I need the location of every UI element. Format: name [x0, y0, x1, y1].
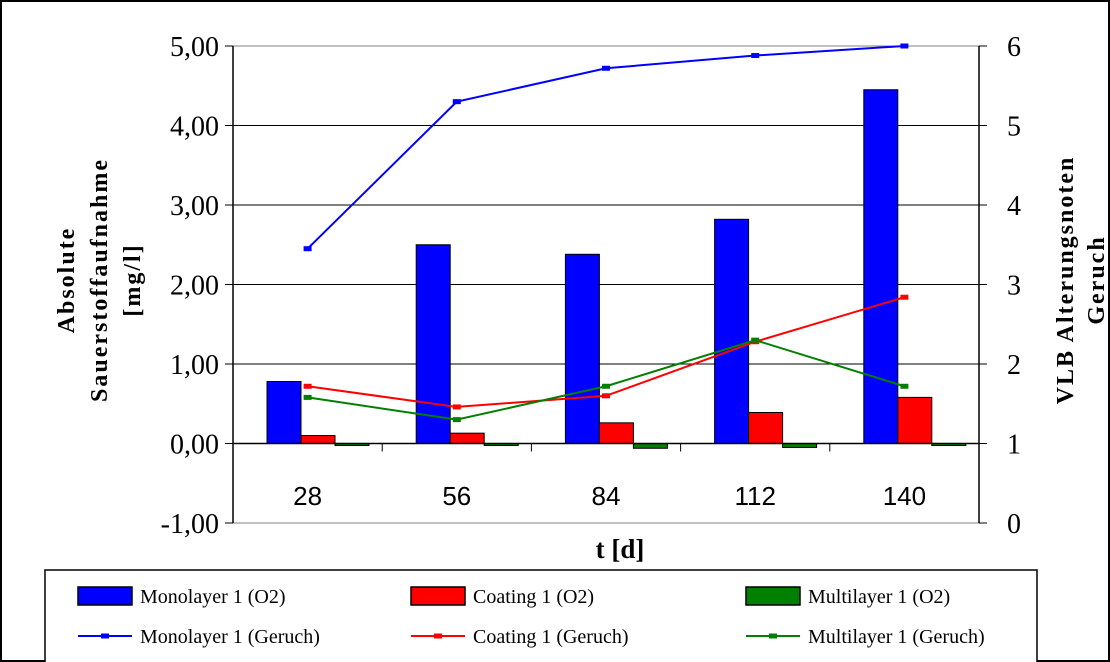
y-right-tick-label: 6 [1007, 32, 1021, 63]
bar [415, 244, 451, 444]
y-right-tick-label: 0 [1007, 509, 1021, 540]
bar [863, 89, 899, 444]
y-axis-title-left-line1: Absolute [54, 227, 80, 334]
y-right-tick-label: 5 [1007, 112, 1021, 143]
legend-marker [434, 633, 442, 639]
data-point-marker [900, 383, 909, 389]
axes [225, 45, 987, 524]
y-axis-title-right-line1: VLB Alterungsnoten [1053, 156, 1079, 405]
y-axis-title-left-line3: [mg/l] [120, 243, 146, 316]
x-tick-label: 84 [592, 481, 621, 511]
legend-entries: Monolayer 1 (O2) Coating 1 (O2) Multilayer… [77, 586, 985, 648]
x-tick-label: 112 [734, 481, 775, 511]
y-left-tick-label: 5,00 [170, 32, 219, 63]
bar [714, 218, 750, 444]
data-point-marker [303, 394, 312, 400]
y-left-tick-label: 4,00 [170, 112, 219, 143]
y-left-tick-label: 0,00 [170, 430, 219, 461]
legend-label: Coating 1 (Geruch) [473, 626, 629, 648]
y-left-tick-label: 3,00 [170, 191, 219, 222]
y-left-tick-label: 1,00 [170, 350, 219, 381]
y-right-tick-label: 3 [1007, 271, 1021, 302]
legend-label: Monolayer 1 (Geruch) [140, 626, 320, 648]
legend-marker [769, 633, 777, 639]
y-right-tick-label: 2 [1007, 350, 1021, 381]
data-point-marker [900, 294, 909, 300]
y-left-tick-label: 2,00 [170, 271, 219, 302]
y-right-tick-label: 4 [1007, 191, 1021, 222]
bars [266, 89, 967, 449]
lines [303, 43, 909, 423]
data-point-marker [602, 383, 610, 389]
y-axis-title-left-line2: Sauerstoffaufnahme [87, 158, 113, 402]
legend-label: Multilayer 1 (O2) [808, 586, 950, 608]
bar [598, 422, 634, 444]
legend [44, 569, 1038, 662]
legend-label: Multilayer 1 (Geruch) [808, 626, 985, 648]
x-tick-label: 56 [442, 481, 471, 511]
bar [449, 432, 485, 445]
x-tick-label: 28 [293, 481, 322, 511]
legend-label: Coating 1 (O2) [473, 586, 594, 608]
y-axis-title-right-line2: Geruch [1084, 235, 1110, 324]
data-point-marker [452, 404, 461, 410]
data-point-marker [452, 99, 461, 105]
data-point-marker [900, 43, 909, 49]
bar [897, 396, 933, 445]
legend-swatch [77, 586, 133, 606]
bar [300, 435, 336, 444]
legend-label: Monolayer 1 (O2) [140, 586, 286, 608]
x-axis-title: t [d] [596, 534, 645, 564]
bar [564, 253, 600, 444]
data-point-marker [602, 393, 610, 399]
legend-marker [101, 633, 109, 639]
y-left-tick-label: -1,00 [161, 509, 219, 540]
data-point-marker [602, 65, 610, 71]
bar [266, 380, 302, 444]
data-point-marker [751, 337, 760, 343]
data-point-marker [452, 417, 461, 423]
data-point-marker [303, 383, 312, 389]
legend-swatch [410, 586, 466, 606]
data-point-marker [303, 246, 312, 252]
x-tick-label: 140 [883, 481, 926, 511]
legend-swatch [745, 586, 801, 606]
y-right-tick-label: 1 [1007, 430, 1021, 461]
bar [748, 411, 784, 444]
data-point-marker [751, 53, 760, 59]
